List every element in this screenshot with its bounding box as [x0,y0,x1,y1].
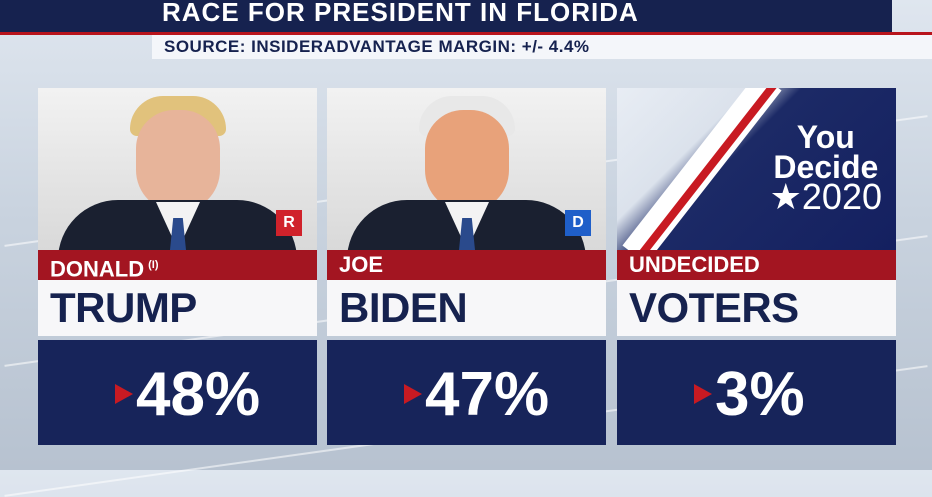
percentage-box: 3% [617,340,896,445]
candidate-card-trump: R DONALD (I) TRUMP 48% [38,88,317,445]
graphic-title: RACE FOR PRESIDENT IN FLORIDA [0,0,892,32]
candidate-last-name: VOTERS [617,280,896,336]
percentage-box: 48% [38,340,317,445]
logo-line-decide: Decide [773,149,879,185]
party-badge-republican: R [276,210,302,236]
percentage-value: 48% [136,360,261,429]
triangle-arrow-icon [694,384,712,404]
percentage-value: 47% [425,360,550,429]
percentage-box: 47% [327,340,606,445]
incumbent-mark: (I) [148,259,159,271]
logo-line-year: ★2020 [769,176,882,217]
candidate-photo-trump: R [38,88,317,250]
photo-face [136,110,220,212]
party-badge-democrat: D [565,210,591,236]
photo-face [425,110,509,212]
triangle-arrow-icon [404,384,422,404]
poll-source-line: SOURCE: INSIDERADVANTAGE MARGIN: +/- 4.4… [152,35,932,59]
photo-tie [170,218,186,250]
candidate-last-name: BIDEN [327,280,606,336]
candidate-photo-biden: D [327,88,606,250]
photo-tie [459,218,475,250]
candidate-card-biden: D JOE BIDEN 47% [327,88,606,445]
you-decide-2020-logo: You Decide ★2020 [617,88,896,250]
triangle-arrow-icon [115,384,133,404]
candidate-last-name: TRUMP [38,280,317,336]
candidate-first-name: JOE [327,250,606,280]
first-name-text: DONALD [50,256,145,282]
logo-text: You Decide ★2020 [769,119,882,217]
title-accent-line [0,32,932,35]
percentage-value: 3% [715,360,805,429]
candidate-first-name: UNDECIDED [617,250,896,280]
logo-line-you: You [796,119,855,155]
candidate-card-undecided: You Decide ★2020 UNDECIDED VOTERS 3% [617,88,896,445]
candidate-first-name: DONALD (I) [38,250,317,282]
